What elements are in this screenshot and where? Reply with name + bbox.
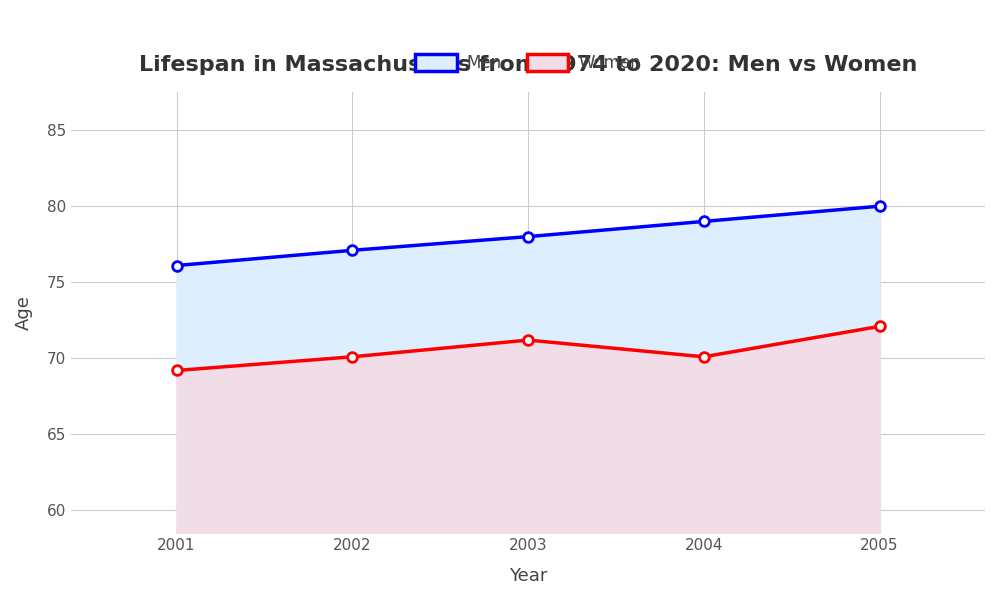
Men <box>171 262 183 269</box>
Line: Women: Women <box>172 322 884 376</box>
Legend: Men, Women: Men, Women <box>408 47 648 79</box>
Y-axis label: Age: Age <box>15 295 33 330</box>
Men <box>698 218 710 225</box>
X-axis label: Year: Year <box>509 567 547 585</box>
Men <box>346 247 358 254</box>
Women <box>346 353 358 361</box>
Women <box>698 353 710 361</box>
Women <box>874 323 886 330</box>
Men <box>522 233 534 240</box>
Title: Lifespan in Massachusetts from 1974 to 2020: Men vs Women: Lifespan in Massachusetts from 1974 to 2… <box>139 55 917 75</box>
Women <box>522 337 534 344</box>
Line: Men: Men <box>172 202 884 271</box>
Women <box>171 367 183 374</box>
Men <box>874 203 886 210</box>
